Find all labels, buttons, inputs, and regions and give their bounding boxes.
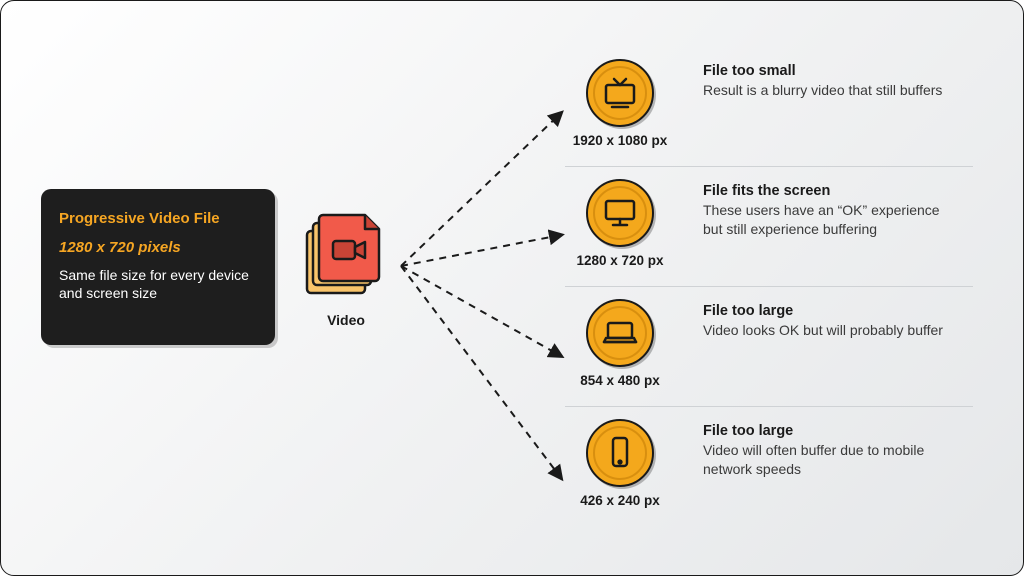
- screen-heading: File too large: [703, 423, 973, 439]
- monitor-icon: [586, 179, 654, 247]
- screen-resolution: 854 x 480 px: [565, 373, 675, 388]
- tv-icon: [586, 59, 654, 127]
- screen-text-col: File too large Video will often buffer d…: [703, 419, 973, 479]
- screen-row-monitor: 1280 x 720 px File fits the screen These…: [565, 167, 973, 287]
- screen-body: Video will often buffer due to mobile ne…: [703, 441, 953, 479]
- video-file-block: Video: [301, 211, 391, 328]
- screen-resolution: 426 x 240 px: [565, 493, 675, 508]
- screen-row-laptop: 854 x 480 px File too large Video looks …: [565, 287, 973, 407]
- screen-icon-col: 426 x 240 px: [565, 419, 675, 508]
- screen-row-phone: 426 x 240 px File too large Video will o…: [565, 407, 973, 526]
- screen-heading: File fits the screen: [703, 183, 973, 199]
- video-file-label: Video: [301, 312, 391, 328]
- screen-icon-col: 854 x 480 px: [565, 299, 675, 388]
- screen-body: Video looks OK but will probably buffer: [703, 321, 953, 340]
- screen-row-tv: 1920 x 1080 px File too small Result is …: [565, 47, 973, 167]
- diagram-canvas: Progressive Video File 1280 x 720 pixels…: [0, 0, 1024, 576]
- screen-icon-col: 1280 x 720 px: [565, 179, 675, 268]
- screens-list: 1920 x 1080 px File too small Result is …: [565, 47, 973, 526]
- screen-text-col: File too large Video looks OK but will p…: [703, 299, 973, 340]
- screen-icon-col: 1920 x 1080 px: [565, 59, 675, 148]
- screen-heading: File too small: [703, 63, 973, 79]
- screen-resolution: 1280 x 720 px: [565, 253, 675, 268]
- screen-text-col: File too small Result is a blurry video …: [703, 59, 973, 100]
- phone-icon: [586, 419, 654, 487]
- laptop-icon: [586, 299, 654, 367]
- screen-body: Result is a blurry video that still buff…: [703, 81, 953, 100]
- info-card: Progressive Video File 1280 x 720 pixels…: [41, 189, 275, 345]
- info-card-description: Same file size for every device and scre…: [59, 266, 257, 304]
- screen-text-col: File fits the screen These users have an…: [703, 179, 973, 239]
- video-file-icon: [305, 211, 387, 301]
- info-card-title: Progressive Video File: [59, 209, 257, 229]
- info-card-resolution: 1280 x 720 pixels: [59, 239, 257, 256]
- screen-body: These users have an “OK” experience but …: [703, 201, 953, 239]
- screen-heading: File too large: [703, 303, 973, 319]
- screen-resolution: 1920 x 1080 px: [565, 133, 675, 148]
